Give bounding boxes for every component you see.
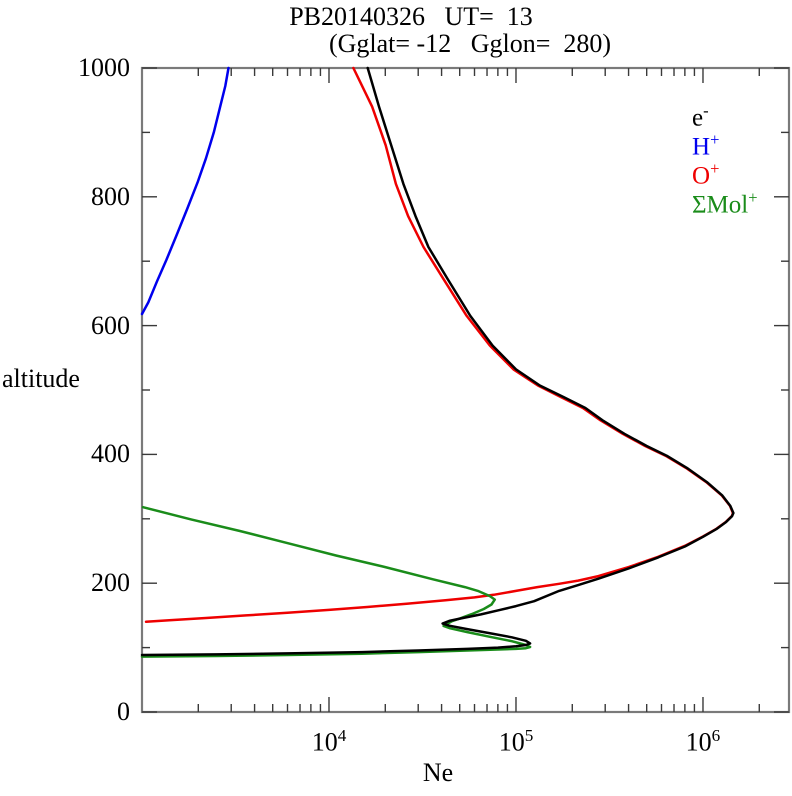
legend-item-e-: e- <box>692 101 709 132</box>
y-tick-label-600: 600 <box>91 310 130 340</box>
x-tick-label-10e5: 105 <box>498 726 534 757</box>
legend-item-ΣMol+: ΣMol+ <box>692 188 758 219</box>
x-axis-label: Ne <box>422 758 454 787</box>
x-tick-label-10e6: 106 <box>685 726 721 757</box>
legend-item-H+: H+ <box>692 130 720 161</box>
series-curve-H+ <box>140 66 230 316</box>
series-curve-O+ <box>144 66 735 624</box>
chart-subtitle: (Gglat= -12 Gglon= 280) <box>328 29 612 58</box>
legend-item-O+: O+ <box>692 159 720 190</box>
y-tick-label-1000: 1000 <box>78 53 130 82</box>
series-curve-e- <box>140 66 735 657</box>
y-tick-label-400: 400 <box>91 439 130 469</box>
x-tick-label-10e4: 104 <box>311 726 347 757</box>
y-tick-label-800: 800 <box>91 181 130 211</box>
y-tick-label-0: 0 <box>117 697 130 726</box>
chart-title: PB20140326 UT= 13 <box>289 2 533 31</box>
y-axis-label: altitude <box>2 364 80 393</box>
y-tick-label-200: 200 <box>91 568 130 598</box>
series-curve-Mol+ <box>140 505 532 658</box>
legend: e- H+ O+ ΣMol+ <box>692 96 758 219</box>
